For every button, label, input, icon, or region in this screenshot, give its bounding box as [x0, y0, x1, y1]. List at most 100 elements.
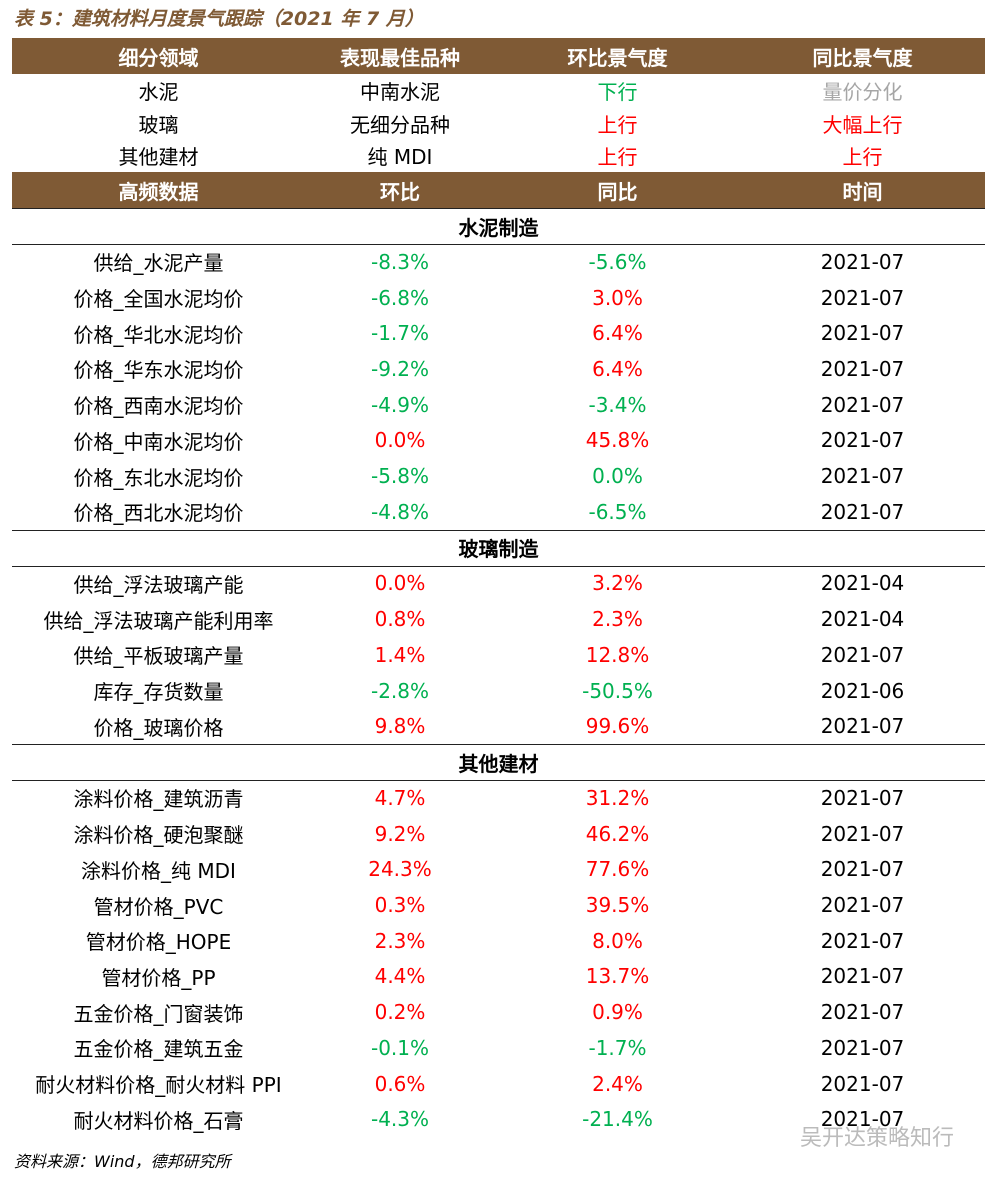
- cell-value: 4.7%: [374, 785, 426, 810]
- cell-value: -2.8%: [370, 678, 430, 703]
- watermark: 吴开达策略知行: [800, 1126, 955, 1151]
- cell-value: 无细分品种: [350, 112, 450, 137]
- rule: [12, 744, 985, 746]
- cell-value: 2021-07: [820, 285, 905, 310]
- row-label: 管材价格_HOPE: [85, 930, 232, 955]
- cell-value: 2021-07: [820, 857, 905, 882]
- cell-value: -1.7%: [588, 1035, 647, 1060]
- cell-value: 39.5%: [585, 893, 650, 918]
- cell-value: -0.1%: [370, 1035, 430, 1060]
- cell-value: 2.3%: [592, 607, 643, 632]
- row-label: 管材价格_PVC: [93, 894, 224, 919]
- row-label: 供给_水泥产量: [93, 251, 224, 276]
- cell-value: -3.4%: [588, 392, 647, 417]
- row-label: 涂料价格_硬泡聚醚: [73, 823, 244, 848]
- cell-value: 45.8%: [585, 428, 650, 453]
- row-label: 高频数据: [118, 179, 199, 204]
- rule: [12, 208, 985, 209]
- cell-value: 0.3%: [374, 893, 426, 918]
- cell-value: 0.0%: [374, 571, 426, 596]
- cell-value: -50.5%: [582, 678, 653, 703]
- row-label: 管材价格_PP: [101, 965, 216, 990]
- cell-value: 2021-07: [820, 928, 905, 953]
- cell-value: -8.3%: [370, 249, 430, 274]
- cell-value: 2021-07: [820, 1035, 905, 1060]
- cell-value: 99.6%: [585, 714, 650, 739]
- rule: [12, 565, 985, 567]
- rule: [12, 780, 985, 782]
- row-label: 涂料价格_建筑沥青: [73, 787, 244, 812]
- cell-value: 量价分化: [822, 79, 903, 104]
- rule: [12, 529, 985, 531]
- row-label: 五金价格_门窗装饰: [73, 1001, 244, 1026]
- cell-value: 46.2%: [585, 821, 650, 846]
- cell-value: 下行: [597, 79, 638, 104]
- row-label: 耐火材料价格_耐火材料 PPI: [35, 1073, 282, 1098]
- cell-value: 2.4%: [592, 1071, 643, 1096]
- cell-value: 2021-07: [820, 1000, 905, 1025]
- rule: [12, 244, 985, 245]
- cell-value: 8.0%: [592, 928, 643, 953]
- cell-value: 24.3%: [368, 857, 432, 882]
- cell-value: 6.4%: [592, 321, 643, 346]
- cell-value: 2021-07: [820, 1107, 905, 1132]
- cell-value: -21.4%: [582, 1107, 653, 1132]
- cell-value: -4.9%: [370, 392, 430, 417]
- cell-value: 2021-07: [820, 392, 905, 417]
- cell-value: 9.2%: [374, 821, 426, 846]
- cell-value: 表现最佳品种: [340, 45, 460, 70]
- cell-value: 2021-07: [820, 499, 905, 524]
- cell-value: 大幅上行: [822, 112, 903, 137]
- cell-value: 上行: [597, 145, 638, 170]
- cell-value: -6.5%: [588, 499, 647, 524]
- row-label: 供给_平板玻璃产量: [73, 644, 244, 669]
- cell-value: 2021-07: [820, 321, 905, 346]
- section-title: 水泥制造: [458, 215, 539, 240]
- cell-value: 同比: [597, 179, 638, 204]
- cell-value: 3.0%: [592, 285, 643, 310]
- data-header: 高频数据 环比 同比 时间: [12, 172, 985, 208]
- cell-value: -4.8%: [370, 499, 430, 524]
- cell-value: -6.8%: [370, 285, 430, 310]
- cell-value: 2021-07: [820, 428, 905, 453]
- cell-value: 0.0%: [374, 428, 426, 453]
- cell-value: 77.6%: [585, 857, 650, 882]
- cell-value: -5.8%: [370, 464, 430, 489]
- row-label: 耐火材料价格_石膏: [73, 1108, 244, 1133]
- cell-value: 纯 MDI: [367, 145, 433, 170]
- cell-value: 2021-04: [820, 607, 905, 632]
- row-label: 价格_中南水泥均价: [73, 429, 244, 454]
- cell-value: 2021-07: [820, 964, 905, 989]
- cell-value: 中南水泥: [360, 79, 440, 104]
- cell-value: 12.8%: [585, 642, 650, 667]
- row-label: 细分领域: [118, 45, 199, 70]
- cell-value: 2021-07: [820, 893, 905, 918]
- source-note: 资料来源：Wind，德邦研究所: [14, 1152, 231, 1171]
- row-label: 价格_西北水泥均价: [73, 501, 244, 526]
- cell-value: 2021-07: [820, 642, 905, 667]
- cell-value: -5.6%: [588, 249, 647, 274]
- cell-value: 2.3%: [374, 928, 426, 953]
- cell-value: 1.4%: [374, 642, 426, 667]
- cell-value: 31.2%: [585, 785, 650, 810]
- row-label: 玻璃: [138, 112, 179, 137]
- cell-value: -1.7%: [370, 321, 430, 346]
- row-label: 其他建材: [118, 145, 199, 170]
- cell-value: 同比景气度: [812, 45, 913, 70]
- cell-value: 9.8%: [374, 714, 426, 739]
- cell-value: 2021-07: [820, 464, 905, 489]
- row-label: 价格_东北水泥均价: [73, 465, 244, 490]
- cell-value: 0.8%: [374, 607, 426, 632]
- cell-value: 0.9%: [592, 1000, 643, 1025]
- cell-value: 2021-07: [820, 821, 905, 846]
- cell-value: 时间: [842, 179, 883, 204]
- cell-value: 3.2%: [592, 571, 643, 596]
- cell-value: 2021-07: [820, 714, 905, 739]
- table-title: 表 5：建筑材料月度景气跟踪（2021 年 7 月）: [14, 8, 424, 30]
- cell-value: 2021-06: [820, 678, 905, 703]
- cell-value: 0.6%: [374, 1071, 426, 1096]
- cell-value: 4.4%: [374, 964, 426, 989]
- row-label: 五金价格_建筑五金: [73, 1037, 244, 1062]
- cell-value: 环比: [380, 179, 420, 204]
